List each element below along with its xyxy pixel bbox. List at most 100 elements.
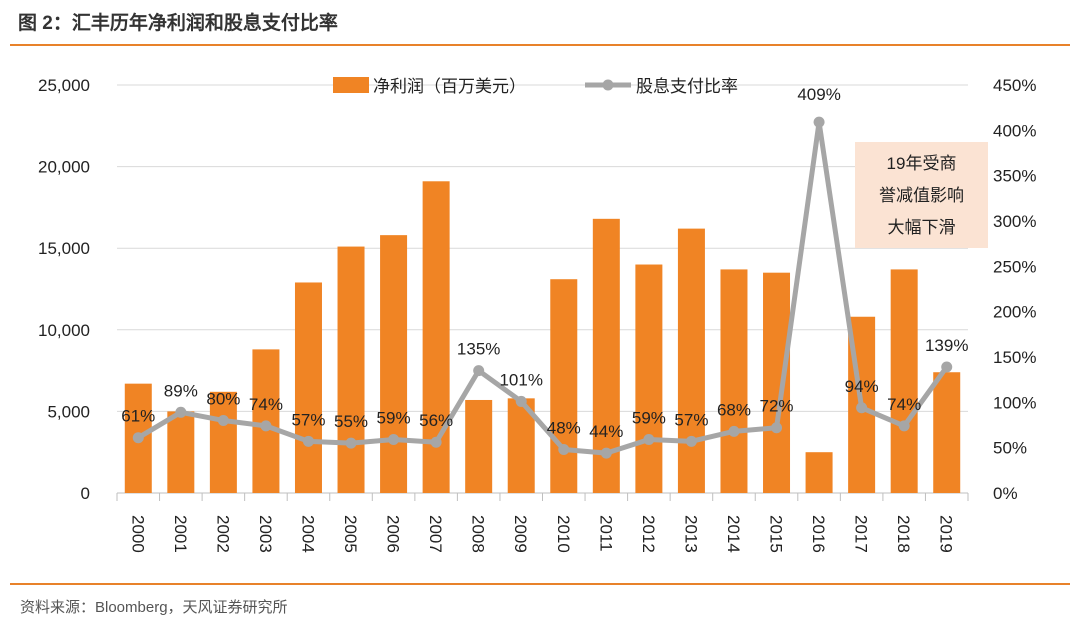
payout-data-label: 48% [547, 418, 581, 437]
x-tick-label: 2015 [767, 515, 786, 553]
payout-point-2018 [898, 420, 910, 432]
payout-data-label: 89% [164, 381, 198, 400]
payout-data-label: 44% [589, 422, 623, 441]
left-tick-label: 5,000 [47, 402, 90, 421]
payout-point-2015 [771, 422, 783, 434]
payout-point-2010 [558, 443, 570, 455]
payout-data-label: 101% [499, 370, 542, 389]
bar-2002 [209, 391, 237, 493]
chart: 0 5,000 10,000 15,000 20,000 25,000 0% 50% 100% 1… [38, 76, 1036, 553]
x-tick-label: 2014 [724, 515, 743, 553]
figure-title: 图 2：汇丰历年净利润和股息支付比率 [18, 13, 338, 34]
bar-2013 [677, 228, 705, 493]
right-tick-label: 250% [993, 257, 1036, 276]
bar-2010 [550, 279, 578, 493]
payout-data-label: 61% [121, 407, 155, 426]
annotation-line: 誉减值影响 [879, 186, 964, 205]
payout-point-2008 [473, 365, 485, 377]
right-tick-label: 100% [993, 393, 1036, 412]
payout-data-label: 57% [291, 410, 325, 429]
bar-2015 [763, 272, 791, 493]
left-tick-label: 20,000 [38, 158, 90, 177]
payout-point-2004 [302, 435, 314, 447]
right-tick-label: 300% [993, 212, 1036, 231]
x-tick-label: 2010 [554, 515, 573, 553]
payout-point-2017 [856, 402, 868, 414]
payout-point-2006 [388, 434, 400, 446]
payout-point-2019 [941, 361, 953, 373]
bar-2016 [805, 452, 833, 493]
x-tick-label: 2001 [171, 515, 190, 553]
annotation-box: 19年受商 誉减值影响 大幅下滑 [855, 142, 988, 248]
x-tick-label: 2016 [809, 515, 828, 553]
source-note: 资料来源：Bloomberg，天风证券研究所 [20, 599, 288, 616]
top-rule [10, 44, 1070, 46]
legend-bar-label: 净利润（百万美元） [373, 77, 526, 96]
payout-data-label: 57% [674, 410, 708, 429]
x-tick-label: 2019 [937, 515, 956, 553]
payout-point-2013 [685, 435, 697, 447]
x-tick-label: 2004 [298, 515, 317, 553]
right-tick-label: 450% [993, 76, 1036, 95]
annotation-line: 19年受商 [886, 154, 957, 173]
payout-point-2007 [430, 436, 442, 448]
bar-2006 [380, 235, 408, 494]
bar-2019 [933, 372, 961, 493]
payout-line [136, 119, 949, 456]
payout-data-label: 74% [887, 395, 921, 414]
x-tick-label: 2008 [469, 515, 488, 553]
x-tick-label: 2002 [213, 515, 232, 553]
legend-line-marker [602, 79, 614, 91]
payout-data-label: 135% [457, 340, 500, 359]
x-tick-label: 2000 [128, 515, 147, 553]
payout-point-2011 [600, 447, 612, 459]
x-tick-label: 2006 [384, 515, 403, 553]
payout-point-2016 [813, 116, 825, 128]
payout-point-2005 [345, 437, 357, 449]
right-tick-label: 50% [993, 439, 1027, 458]
bar-2004 [294, 282, 322, 493]
bar-2014 [720, 269, 748, 493]
payout-data-label: 94% [845, 377, 879, 396]
payout-point-2014 [728, 425, 740, 437]
bar-2005 [337, 246, 365, 493]
payout-data-label: 59% [377, 409, 411, 428]
x-tick-label: 2005 [341, 515, 360, 553]
payout-data-label: 72% [760, 397, 794, 416]
x-tick-label: 2009 [511, 515, 530, 553]
payout-data-label: 409% [797, 85, 840, 104]
right-tick-label: 400% [993, 121, 1036, 140]
x-tick-label: 2013 [681, 515, 700, 553]
payout-data-label: 56% [419, 411, 453, 430]
right-tick-label: 200% [993, 303, 1036, 322]
right-tick-label: 150% [993, 348, 1036, 367]
x-tick-label: 2012 [639, 515, 658, 553]
payout-point-2009 [515, 395, 527, 407]
payout-data-label: 74% [249, 395, 283, 414]
payout-data-label: 55% [334, 412, 368, 431]
bar-2018 [890, 269, 918, 493]
legend-bar-swatch [333, 77, 369, 93]
x-tick-label: 2003 [256, 515, 275, 553]
payout-data-label: 80% [206, 389, 240, 408]
payout-data-label: 68% [717, 400, 751, 419]
payout-data-label: 59% [632, 409, 666, 428]
left-tick-label: 15,000 [38, 239, 90, 258]
bar-2011 [592, 218, 620, 493]
legend-line-label: 股息支付比率 [636, 77, 738, 96]
payout-point-2003 [260, 420, 272, 432]
x-tick-label: 2018 [894, 515, 913, 553]
left-tick-label: 0 [81, 484, 90, 503]
payout-point-2001 [175, 406, 187, 418]
x-tick-label: 2011 [596, 515, 615, 552]
x-tick-label: 2007 [426, 515, 445, 553]
right-tick-label: 350% [993, 167, 1036, 186]
payout-data-label: 139% [925, 336, 968, 355]
bottom-rule [10, 583, 1070, 585]
left-tick-label: 25,000 [38, 76, 90, 95]
bar-2012 [635, 264, 663, 493]
payout-point-2012 [643, 434, 655, 446]
bar-2001 [167, 411, 195, 493]
payout-point-2000 [132, 432, 144, 444]
bar-2008 [465, 399, 493, 493]
